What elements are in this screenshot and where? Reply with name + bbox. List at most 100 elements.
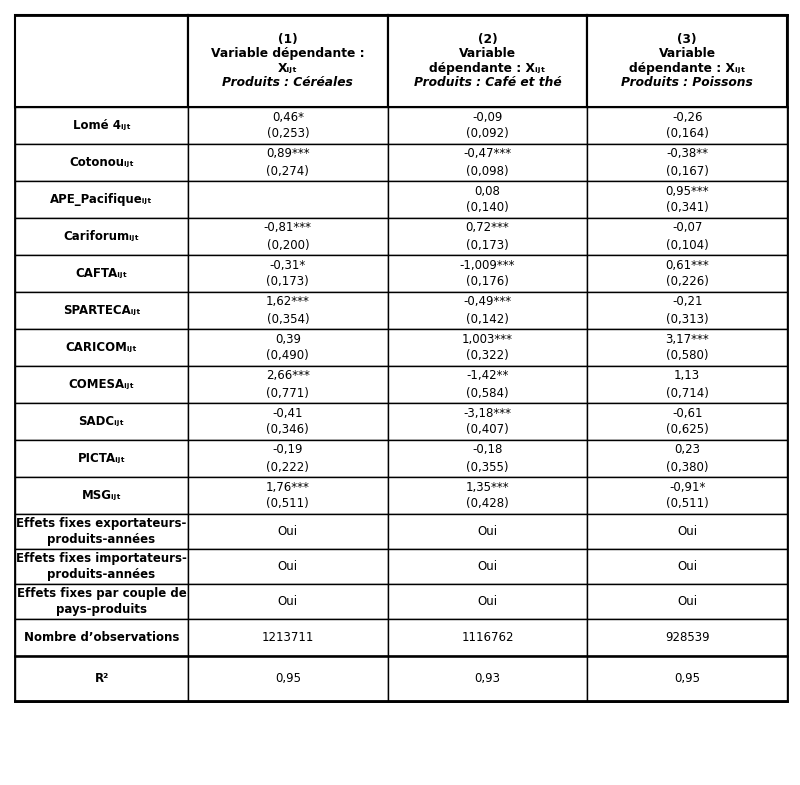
Text: (0,490): (0,490) (266, 349, 310, 363)
Bar (587, 549, 787, 584)
Text: -1,42**: -1,42** (466, 370, 509, 382)
Bar (188, 218, 388, 255)
Text: SPARTECAᵢⱼₜ: SPARTECAᵢⱼₜ (62, 304, 140, 317)
Text: -0,26: -0,26 (672, 111, 702, 123)
Text: -0,09: -0,09 (472, 111, 502, 123)
Bar (587, 329, 787, 366)
Text: -0,21: -0,21 (672, 295, 702, 309)
Bar (188, 477, 388, 514)
Text: 1,003***: 1,003*** (462, 333, 513, 345)
Bar (587, 477, 787, 514)
Bar (15, 15, 188, 107)
Bar (587, 619, 787, 656)
Bar (15, 218, 188, 255)
Text: 1,76***: 1,76*** (266, 480, 310, 494)
Text: Produits : Poissons: Produits : Poissons (622, 76, 753, 89)
Bar (388, 218, 587, 255)
Bar (587, 514, 787, 549)
Bar (15, 292, 188, 329)
Text: Oui: Oui (677, 560, 698, 573)
Text: (0,511): (0,511) (266, 498, 310, 510)
Text: 0,72***: 0,72*** (466, 221, 510, 235)
Text: SADCᵢⱼₜ: SADCᵢⱼₜ (78, 415, 125, 428)
Text: (0,176): (0,176) (466, 276, 509, 289)
Bar (188, 619, 388, 656)
Text: (0,380): (0,380) (666, 461, 709, 473)
Text: (0,167): (0,167) (666, 165, 709, 177)
Text: 3,17***: 3,17*** (666, 333, 709, 345)
Text: (0,164): (0,164) (666, 127, 709, 141)
Bar (587, 656, 787, 701)
Bar (188, 440, 388, 477)
Text: 0,23: 0,23 (674, 444, 700, 457)
Text: Produits : Café et thé: Produits : Café et thé (414, 76, 562, 89)
Bar (15, 107, 188, 144)
Text: 0,93: 0,93 (474, 672, 501, 685)
Bar (15, 549, 188, 584)
Bar (388, 403, 587, 440)
Text: (0,407): (0,407) (466, 423, 509, 436)
Text: -0,61: -0,61 (672, 407, 702, 419)
Text: 0,46*: 0,46* (272, 111, 304, 123)
Text: 0,89***: 0,89*** (266, 148, 310, 160)
Bar (188, 292, 388, 329)
Bar (15, 403, 188, 440)
Text: (0,355): (0,355) (466, 461, 509, 473)
Bar (188, 107, 388, 144)
Bar (15, 181, 188, 218)
Text: 1,13: 1,13 (674, 370, 700, 382)
Text: Cotonouᵢⱼₜ: Cotonouᵢⱼₜ (69, 156, 134, 169)
Text: -0,41: -0,41 (273, 407, 303, 419)
Bar (388, 292, 587, 329)
Bar (587, 255, 787, 292)
Text: 0,61***: 0,61*** (666, 258, 709, 272)
Text: (0,428): (0,428) (466, 498, 509, 510)
Bar (188, 584, 388, 619)
Text: CAFTAᵢⱼₜ: CAFTAᵢⱼₜ (75, 267, 127, 280)
Bar (15, 329, 188, 366)
Text: Oui: Oui (478, 525, 498, 538)
Text: -0,19: -0,19 (273, 444, 303, 457)
Text: (0,253): (0,253) (266, 127, 309, 141)
Text: Oui: Oui (478, 595, 498, 608)
Text: Cariforumᵢⱼₜ: Cariforumᵢⱼₜ (63, 230, 139, 243)
Text: Oui: Oui (677, 525, 698, 538)
Bar (388, 549, 587, 584)
Bar (388, 477, 587, 514)
Text: Oui: Oui (478, 560, 498, 573)
Text: Effets fixes importateurs-
produits-années: Effets fixes importateurs- produits-anné… (16, 552, 187, 581)
Bar (188, 181, 388, 218)
Text: (0,625): (0,625) (666, 423, 709, 436)
Text: (0,584): (0,584) (466, 386, 509, 400)
Text: -0,07: -0,07 (672, 221, 702, 235)
Bar (388, 366, 587, 403)
Bar (587, 366, 787, 403)
Bar (388, 329, 587, 366)
Bar (388, 144, 587, 181)
Bar (15, 144, 188, 181)
Text: -0,47***: -0,47*** (463, 148, 511, 160)
Text: APE_Pacifiqueᵢⱼₜ: APE_Pacifiqueᵢⱼₜ (50, 193, 153, 206)
Text: 0,95***: 0,95*** (666, 184, 709, 198)
Text: 0,95: 0,95 (674, 672, 700, 685)
Text: R²: R² (94, 672, 109, 685)
Bar (587, 144, 787, 181)
Text: PICTAᵢⱼₜ: PICTAᵢⱼₜ (78, 452, 126, 465)
Text: Oui: Oui (677, 595, 698, 608)
Text: Variable: Variable (658, 47, 716, 60)
Text: Oui: Oui (278, 595, 298, 608)
Bar (15, 584, 188, 619)
Text: -0,49***: -0,49*** (463, 295, 511, 309)
Text: Effets fixes par couple de
pays-produits: Effets fixes par couple de pays-produits (17, 587, 186, 616)
Text: (0,354): (0,354) (266, 312, 309, 326)
Text: 928539: 928539 (665, 631, 710, 644)
Text: (0,200): (0,200) (266, 239, 309, 251)
Bar (587, 218, 787, 255)
Bar (188, 549, 388, 584)
Text: (0,511): (0,511) (666, 498, 709, 510)
Bar (15, 514, 188, 549)
Text: -3,18***: -3,18*** (463, 407, 511, 419)
Bar (388, 514, 587, 549)
Text: -0,31*: -0,31* (270, 258, 306, 272)
Bar (388, 656, 587, 701)
